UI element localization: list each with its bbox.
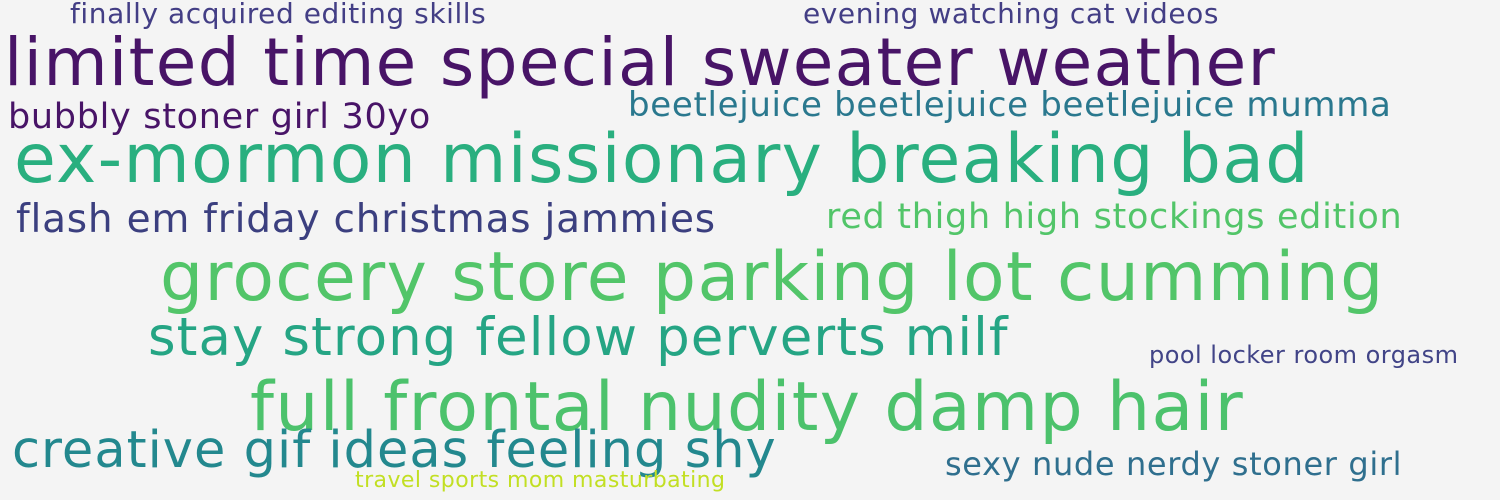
- cloud-phrase: ex-mormon missionary breaking bad: [14, 120, 1310, 199]
- cloud-phrase: flash em friday christmas jammies: [16, 197, 716, 242]
- cloud-phrase: pool locker room orgasm: [1149, 341, 1459, 369]
- cloud-phrase: stay strong fellow perverts milf: [148, 307, 1009, 368]
- cloud-phrase: travel sports mom masturbating: [355, 468, 726, 493]
- cloud-phrase: bubbly stoner girl 30yo: [8, 97, 431, 137]
- cloud-phrase: red thigh high stockings edition: [826, 197, 1403, 237]
- cloud-phrase: grocery store parking lot cumming: [160, 238, 1385, 317]
- cloud-phrase: creative gif ideas feeling shy: [12, 421, 777, 480]
- cloud-phrase: full frontal nudity damp hair: [250, 368, 1245, 447]
- cloud-phrase: sexy nude nerdy stoner girl: [945, 445, 1403, 483]
- cloud-phrase: evening watching cat videos: [803, 0, 1219, 30]
- cloud-phrase: finally acquired editing skills: [70, 0, 487, 30]
- cloud-phrase: limited time special sweater weather: [4, 24, 1277, 101]
- cloud-phrase: beetlejuice beetlejuice beetlejuice mumm…: [628, 85, 1392, 125]
